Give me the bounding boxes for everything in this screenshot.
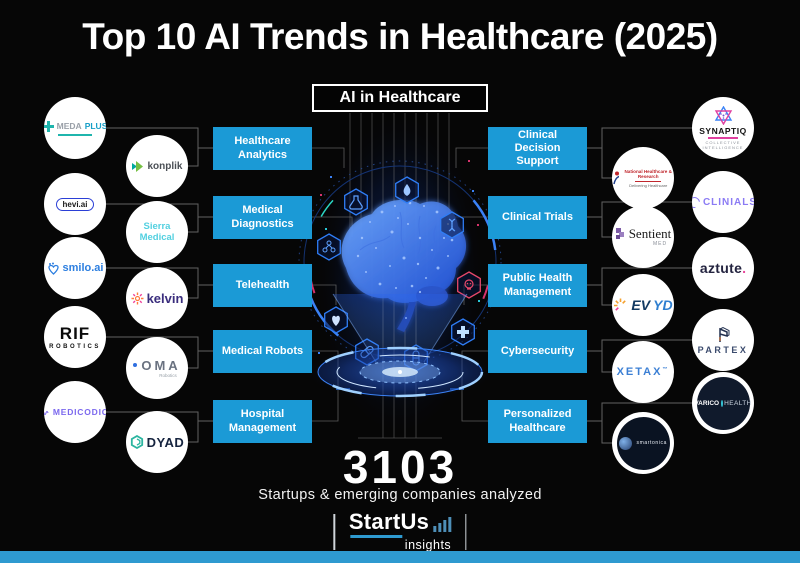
logo-partex: PARTEX (692, 309, 754, 371)
rif-subtitle: ROBOTICS (49, 343, 101, 350)
medicodio-icon (44, 410, 49, 415)
smilo-heart-icon (47, 262, 59, 275)
logo-dyad: DYAD (126, 411, 188, 473)
evyd-wordmark-part1: EV (631, 297, 651, 313)
heviai-wordmark: hevi.ai (55, 197, 95, 211)
startup-count-caption: Startups & emerging companies analyzed (258, 487, 542, 503)
trend-box-telehealth: Telehealth (213, 264, 312, 307)
logo-varico-health: VARICO HEALTH (692, 372, 754, 434)
smilo-wordmark: smilo.ai (62, 262, 104, 274)
medaplus-cross-icon (44, 120, 54, 132)
nhr-rule (635, 180, 662, 182)
medicodio-wordmark: MEDICODIO (52, 407, 106, 417)
konplik-arrow-icon (132, 160, 144, 172)
bar-chart-icon (433, 517, 452, 533)
sierra-wordmark: Sierra Medical (139, 221, 175, 243)
logo-national-healthcare-research: National Healthcare & Research Deliverin… (612, 147, 674, 209)
logo-kelvin: kelvin (126, 267, 188, 329)
brand-name: StartUs (348, 509, 430, 534)
clinials-wordmark: CLINIALS (702, 196, 754, 208)
evyd-starburst-icon (614, 298, 627, 311)
medaplus-name-part1: MEDA (56, 121, 82, 131)
trend-box-medical-robots: Medical Robots (213, 330, 312, 373)
trend-box-hospital-management: Hospital Management (213, 400, 312, 443)
startup-count: 3103 (342, 441, 458, 493)
trend-box-clinical-decision-support: Clinical Decision Support (488, 127, 587, 170)
trend-box-personalized-healthcare: Personalized Healthcare (488, 400, 587, 443)
startus-insights-logo: StartUs insights (333, 509, 467, 552)
nhr-person-icon (613, 171, 620, 185)
varico-wordmark-part1: VARICO (694, 399, 720, 407)
medaplus-name-part2: PLUS (84, 121, 106, 131)
sentient-subtitle: MED (652, 241, 668, 247)
logo-hevi-ai: hevi.ai (44, 173, 106, 235)
trend-box-medical-diagnostics: Medical Diagnostics (213, 196, 312, 239)
trend-box-healthcare-analytics: Healthcare Analytics (213, 127, 312, 170)
varico-icon (720, 399, 723, 407)
logo-smilo-ai: smilo.ai (44, 237, 106, 299)
synaptiq-wordmark: SYNAPTIQ (699, 126, 747, 137)
logo-evyd: EV YD (612, 274, 674, 336)
trend-box-cybersecurity: Cybersecurity (488, 330, 587, 373)
aztute-dot: . (742, 260, 747, 276)
varico-badge: VARICO HEALTH (694, 376, 752, 430)
smartonica-globe-icon (619, 436, 633, 450)
logo-clinials: CLINIALS (692, 171, 754, 233)
rif-wordmark: RIF (59, 323, 91, 343)
clinials-c-icon (692, 194, 703, 210)
center-topic-label: AI in Healthcare (312, 84, 488, 112)
synaptiq-rule (708, 137, 738, 139)
logo-right-bar (465, 513, 467, 550)
konplik-wordmark: konplik (147, 160, 183, 172)
nhr-wordmark: National Healthcare & Research (624, 168, 672, 180)
logo-medaplus: MEDA PLUS (44, 97, 106, 159)
logo-left-bar (333, 513, 335, 550)
partex-wordmark: PARTEX (697, 344, 749, 355)
smartonica-badge: smartonica (616, 416, 670, 470)
logo-synaptiq: SYNAPTIQ COLLECTIVE INTELLIGENCE (692, 97, 754, 159)
logo-sentient-med: Sentient MED (612, 206, 674, 268)
oma-subtitle: Robotics (159, 372, 177, 378)
logo-konplik: konplik (126, 135, 188, 197)
logo-xetax: XETAX™ (612, 341, 674, 403)
synaptiq-star-icon (714, 106, 732, 126)
xetax-wordmark: XETAX™ (616, 366, 670, 378)
xetax-trademark: ™ (662, 366, 670, 373)
synaptiq-tagline: COLLECTIVE INTELLIGENCE (702, 139, 744, 150)
trend-box-clinical-trials: Clinical Trials (488, 196, 587, 239)
logo-aztute: aztute. (692, 237, 754, 299)
brand-underline (349, 535, 402, 538)
trend-box-public-health-management: Public Health Management (488, 264, 587, 307)
brand-subtitle: insights (404, 538, 452, 552)
nhr-tagline: Delivering Healthcare (629, 182, 668, 188)
oma-wordmark: OMA (141, 357, 181, 373)
logo-sierra-medical: Sierra Medical (126, 201, 188, 263)
smartonica-wordmark: smartonica (636, 440, 667, 446)
logo-smartonica: smartonica (612, 412, 674, 474)
oma-dot-icon (133, 363, 138, 367)
page-title: Top 10 AI Trends in Healthcare (2025) (82, 16, 718, 57)
aztute-wordmark: aztute (699, 260, 743, 276)
evyd-wordmark-part2: YD (653, 297, 673, 313)
footer-accent-bar (0, 551, 800, 563)
logo-rif-robotics: RIF ROBOTICS (44, 306, 106, 368)
kelvin-sun-icon (131, 292, 144, 304)
dyad-hexagon-icon (130, 435, 143, 449)
varico-wordmark-part2: HEALTH (724, 399, 752, 407)
dyad-wordmark: DYAD (146, 434, 185, 450)
sentient-wordmark: Sentient (628, 226, 672, 241)
kelvin-wordmark: kelvin (146, 290, 184, 306)
medaplus-tagline-rule (58, 133, 92, 136)
partex-p-icon (718, 326, 729, 342)
logo-oma-robotics: OMA Robotics (126, 337, 188, 399)
sentient-cube-icon (615, 228, 624, 239)
logo-medicodio: MEDICODIO (44, 381, 106, 443)
